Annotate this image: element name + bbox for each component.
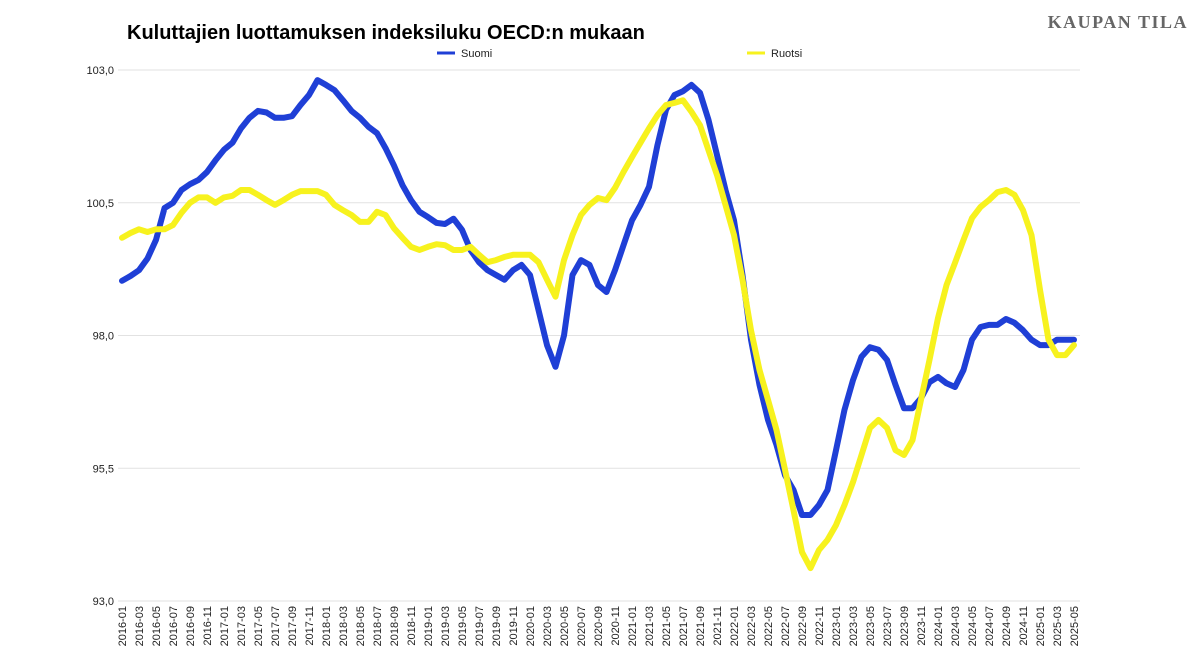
x-tick-label: 2020-09 [593, 606, 605, 646]
x-tick-label: 2016-05 [151, 606, 163, 646]
legend-label: Ruotsi [771, 48, 802, 60]
y-tick-label: 95,5 [93, 463, 114, 475]
x-tick-label: 2019-01 [423, 606, 435, 646]
x-tick-label: 2023-07 [882, 606, 894, 646]
x-tick-label: 2024-01 [933, 606, 945, 646]
x-tick-label: 2025-03 [1052, 606, 1064, 646]
y-tick-label: 100,5 [86, 198, 114, 210]
y-tick-label: 93,0 [93, 596, 114, 608]
x-tick-label: 2024-09 [1001, 606, 1013, 646]
x-tick-label: 2022-11 [814, 606, 826, 646]
x-tick-label: 2018-05 [355, 606, 367, 646]
x-tick-label: 2019-11 [508, 606, 520, 646]
x-tick-label: 2020-01 [525, 606, 537, 646]
series-line [119, 77, 1077, 518]
x-tick-label: 2017-11 [304, 606, 316, 646]
x-tick-label: 2023-05 [865, 606, 877, 646]
x-tick-label: 2017-09 [287, 606, 299, 646]
x-tick-label: 2021-11 [712, 606, 724, 646]
x-tick-label: 2018-11 [406, 606, 418, 646]
x-tick-label: 2025-01 [1035, 606, 1047, 646]
series-line [119, 97, 1077, 572]
x-tick-label: 2020-03 [542, 606, 554, 646]
x-tick-label: 2016-11 [202, 606, 214, 646]
x-tick-label: 2019-05 [457, 606, 469, 646]
x-tick-label: 2022-09 [797, 606, 809, 646]
x-tick-label: 2022-01 [729, 606, 741, 646]
x-tick-label: 2017-01 [219, 606, 231, 646]
x-tick-label: 2022-07 [780, 606, 792, 646]
x-tick-label: 2025-05 [1069, 606, 1081, 646]
x-tick-label: 2024-03 [950, 606, 962, 646]
y-tick-label: 103,0 [86, 65, 114, 77]
x-tick-label: 2020-07 [576, 606, 588, 646]
x-tick-label: 2017-03 [236, 606, 248, 646]
x-tick-label: 2019-09 [491, 606, 503, 646]
x-tick-label: 2024-07 [984, 606, 996, 646]
x-tick-label: 2016-01 [117, 606, 129, 646]
x-tick-label: 2019-07 [474, 606, 486, 646]
x-tick-label: 2023-11 [916, 606, 928, 646]
x-tick-label: 2021-01 [627, 606, 639, 646]
x-tick-label: 2017-05 [253, 606, 265, 646]
x-tick-label: 2022-03 [746, 606, 758, 646]
x-tick-label: 2019-03 [440, 606, 452, 646]
legend: Suomi Ruotsi [437, 48, 802, 60]
x-tick-label: 2018-07 [372, 606, 384, 646]
x-tick-label: 2020-05 [559, 606, 571, 646]
x-tick-label: 2020-11 [610, 606, 622, 646]
x-tick-label: 2021-05 [661, 606, 673, 646]
x-tick-label: 2024-11 [1018, 606, 1030, 646]
x-tick-label: 2021-03 [644, 606, 656, 646]
x-tick-label: 2023-03 [848, 606, 860, 646]
x-tick-label: 2022-05 [763, 606, 775, 646]
x-tick-label: 2016-03 [134, 606, 146, 646]
y-tick-label: 98,0 [93, 331, 114, 343]
x-tick-label: 2017-07 [270, 606, 282, 646]
legend-label: Suomi [461, 48, 492, 60]
x-tick-label: 2023-01 [831, 606, 843, 646]
x-tick-label: 2021-09 [695, 606, 707, 646]
x-tick-label: 2021-07 [678, 606, 690, 646]
brand: KAUPAN TILA [1048, 12, 1188, 32]
x-tick-label: 2018-09 [389, 606, 401, 646]
x-tick-label: 2018-03 [338, 606, 350, 646]
chart-title: Kuluttajien luottamuksen indeksiluku OEC… [127, 22, 645, 44]
x-tick-label: 2016-09 [185, 606, 197, 646]
x-tick-label: 2016-07 [168, 606, 180, 646]
x-tick-label: 2023-09 [899, 606, 911, 646]
x-tick-label: 2024-05 [967, 606, 979, 646]
x-tick-label: 2018-01 [321, 606, 333, 646]
